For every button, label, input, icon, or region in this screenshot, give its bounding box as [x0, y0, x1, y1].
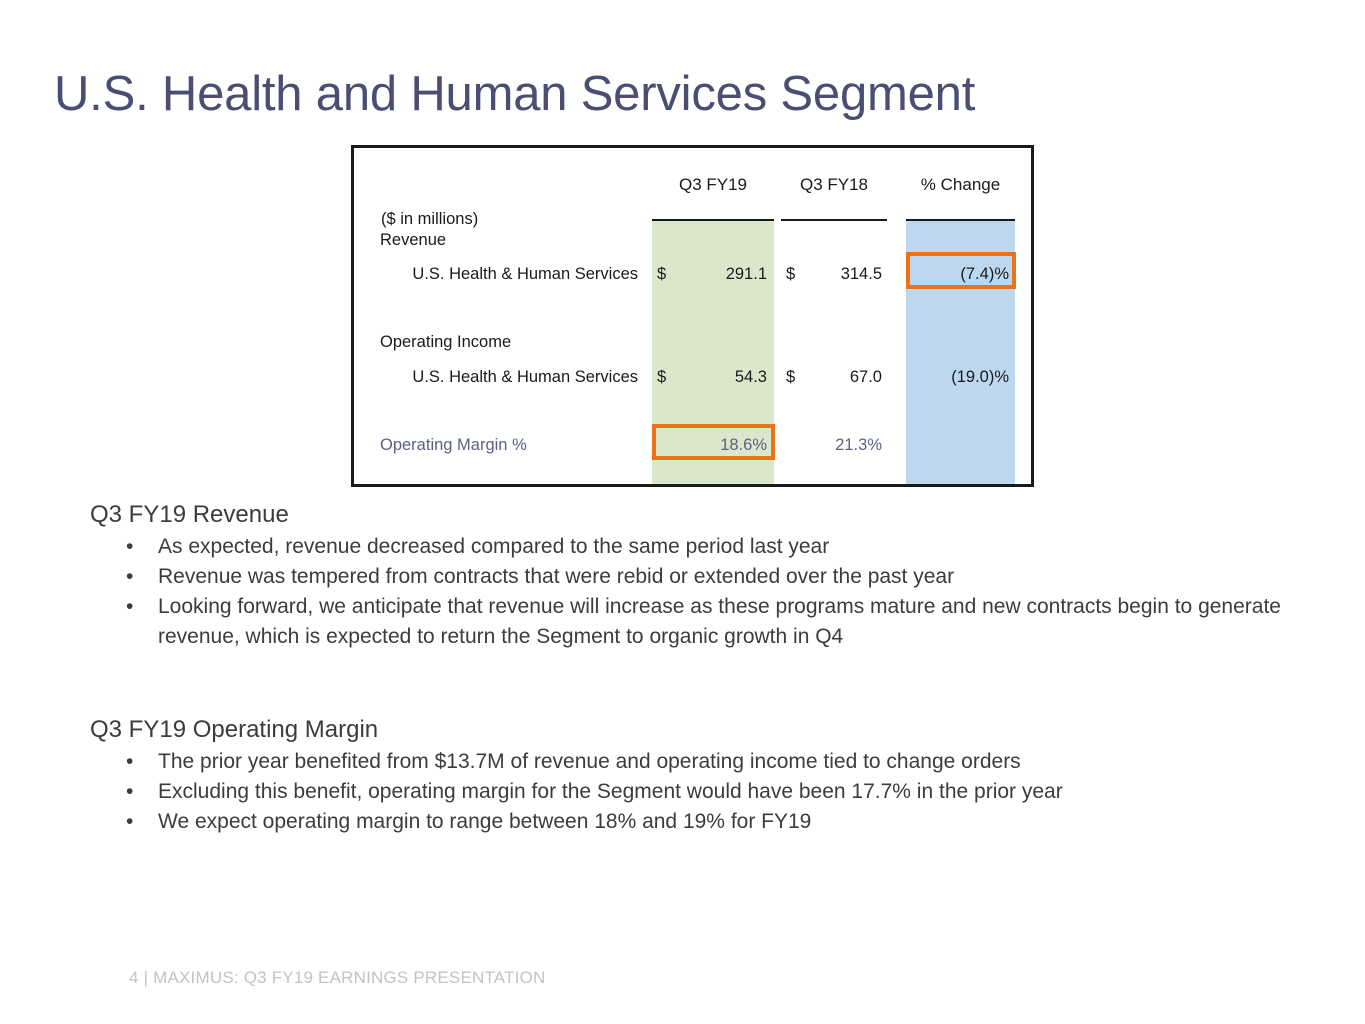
list-item-text: Excluding this benefit, operating margin…: [158, 780, 1063, 803]
column-header-q3fy18: Q3 FY18: [799, 175, 869, 194]
operating-income-q3fy18-value: 67.0: [849, 368, 882, 386]
operating-income-q3fy18-currency: $: [786, 368, 796, 386]
list-item: • We expect operating margin to range be…: [126, 807, 1306, 837]
revenue-q3fy18-value: 314.5: [840, 265, 882, 283]
page-title: U.S. Health and Human Services Segment: [54, 67, 976, 121]
column-header-percent-change: % Change: [920, 175, 1001, 194]
list-item: • Excluding this benefit, operating marg…: [126, 777, 1306, 807]
slide-footer: 4 | MAXIMUS: Q3 FY19 EARNINGS PRESENTATI…: [129, 968, 546, 987]
list-item: • As expected, revenue decreased compare…: [126, 532, 1306, 562]
row-label-operating-income-hhs: U.S. Health & Human Services: [412, 368, 638, 386]
row-label-operating-margin: Operating Margin %: [380, 436, 527, 454]
header-rule-q3fy18: [781, 219, 887, 221]
operating-income-q3fy19-currency: $: [657, 368, 667, 386]
list-item: • Looking forward, we anticipate that re…: [126, 592, 1306, 652]
bullet-dot-icon: •: [126, 810, 134, 833]
row-group-operating-income: Operating Income: [380, 333, 512, 351]
list-item-text: As expected, revenue decreased compared …: [158, 535, 830, 558]
column-band-percent-change: [906, 221, 1015, 484]
revenue-percent-change-value: (7.4)%: [960, 265, 1009, 283]
bullet-dot-icon: •: [126, 595, 134, 618]
bullet-dot-icon: •: [126, 535, 134, 558]
section-heading-operating-margin: Q3 FY19 Operating Margin: [90, 716, 379, 743]
bullet-dot-icon: •: [126, 780, 134, 803]
financial-summary-table: Q3 FY19 Q3 FY18 % Change ($ in millions)…: [351, 145, 1034, 487]
bullet-dot-icon: •: [126, 750, 134, 773]
column-header-q3fy19: Q3 FY19: [678, 175, 748, 194]
revenue-q3fy18-currency: $: [786, 265, 796, 283]
list-item-text: Looking forward, we anticipate that reve…: [158, 595, 1281, 648]
operating-margin-q3fy19-value: 18.6%: [720, 436, 767, 454]
bullet-list-revenue: • As expected, revenue decreased compare…: [126, 532, 1306, 652]
bullet-dot-icon: •: [126, 565, 134, 588]
bullet-list-operating-margin: • The prior year benefited from $13.7M o…: [126, 747, 1306, 837]
operating-income-q3fy19-value: 54.3: [734, 368, 767, 386]
header-rule-q3fy19: [652, 219, 774, 221]
list-item: • The prior year benefited from $13.7M o…: [126, 747, 1306, 777]
header-rule-percent-change: [906, 219, 1015, 221]
list-item-text: We expect operating margin to range betw…: [158, 810, 812, 833]
operating-margin-q3fy18-value: 21.3%: [835, 436, 882, 454]
list-item: • Revenue was tempered from contracts th…: [126, 562, 1306, 592]
operating-income-percent-change-value: (19.0)%: [951, 368, 1009, 386]
section-heading-revenue: Q3 FY19 Revenue: [90, 501, 289, 528]
revenue-q3fy19-currency: $: [657, 265, 667, 283]
row-group-revenue: Revenue: [380, 231, 447, 249]
row-label-revenue-hhs: U.S. Health & Human Services: [412, 265, 638, 283]
column-band-q3fy19: [652, 221, 774, 484]
list-item-text: Revenue was tempered from contracts that…: [158, 565, 955, 588]
list-item-text: The prior year benefited from $13.7M of …: [158, 750, 1021, 773]
revenue-q3fy19-value: 291.1: [725, 265, 767, 283]
units-label: ($ in millions): [381, 210, 479, 228]
